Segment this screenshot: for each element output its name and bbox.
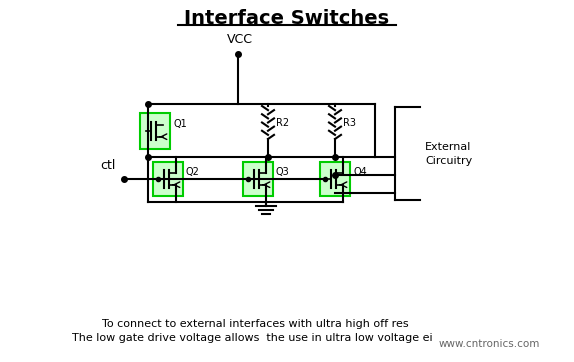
Text: Q4: Q4 [353, 167, 367, 177]
Bar [153, 162, 183, 196]
Text: The low gate drive voltage allows  the use in ultra low voltage ei: The low gate drive voltage allows the us… [72, 333, 432, 343]
Text: To connect to external interfaces with ultra high off res: To connect to external interfaces with u… [102, 319, 408, 329]
Text: ctl: ctl [100, 159, 115, 172]
Text: www.cntronics.com: www.cntronics.com [439, 339, 540, 349]
Text: External: External [425, 143, 471, 152]
Text: Q3: Q3 [276, 167, 290, 177]
Text: Interface Switches: Interface Switches [184, 9, 390, 28]
Text: Q2: Q2 [186, 167, 200, 177]
Bar [140, 113, 170, 149]
Text: VCC: VCC [227, 33, 253, 46]
Bar [320, 162, 350, 196]
Bar [243, 162, 273, 196]
Text: Q1: Q1 [173, 119, 187, 129]
Text: R2: R2 [276, 118, 289, 129]
Text: R3: R3 [343, 118, 356, 129]
Text: Circuitry: Circuitry [425, 156, 472, 167]
